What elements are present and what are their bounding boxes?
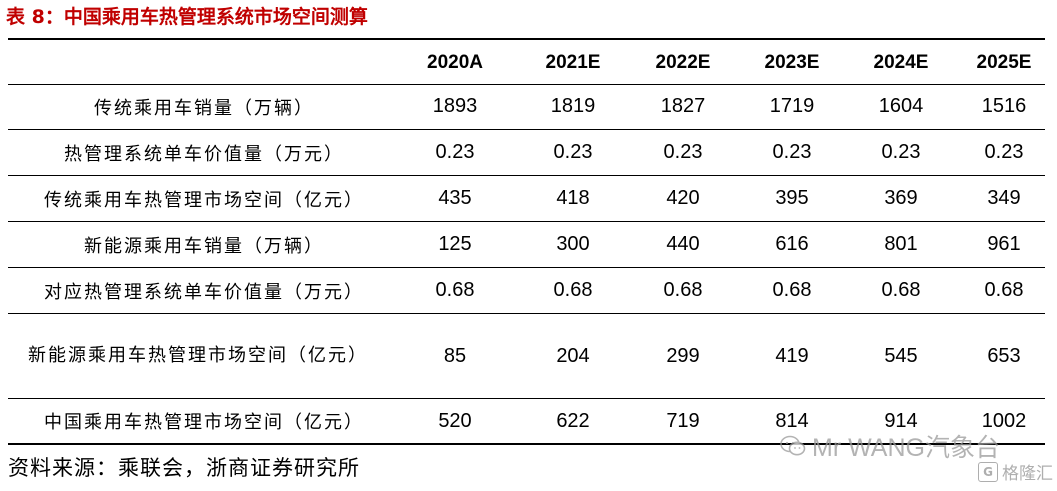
table-cell: 1002 bbox=[981, 409, 1027, 432]
watermark-gelonghui: G 格隆汇 bbox=[978, 459, 1053, 484]
gelonghui-logo-icon: G bbox=[978, 461, 998, 482]
table-cell: 1827 bbox=[660, 95, 706, 117]
watermark: Mr WANG汽象台 bbox=[780, 428, 1000, 464]
source-note: 资料来源：乘联会，浙商证券研究所 bbox=[8, 456, 360, 480]
table-cell: 520 bbox=[438, 409, 472, 432]
table-row: 对应热管理系统单车价值量（万元） 0.68 0.68 0.68 0.68 0.6… bbox=[8, 268, 1045, 313]
table-cell: 300 bbox=[556, 233, 590, 255]
table-row: 中国乘用车热管理市场空间（亿元） 520 622 719 814 914 100… bbox=[8, 399, 1045, 443]
table-cell: 418 bbox=[556, 187, 590, 209]
table-row: 新能源乘用车销量（万辆） 125 300 440 616 801 961 bbox=[8, 222, 1045, 267]
column-header-2025: 2025E bbox=[976, 52, 1032, 73]
table-row: 传统乘用车热管理市场空间（亿元） 435 418 420 395 369 349 bbox=[8, 176, 1045, 221]
table-cell: 125 bbox=[438, 233, 472, 255]
table-cell: 719 bbox=[666, 409, 700, 432]
table-cell: 0.23 bbox=[553, 141, 593, 163]
row-label: 新能源乘用车热管理市场空间（亿元） bbox=[28, 345, 368, 366]
table-cell: 0.68 bbox=[435, 279, 475, 301]
header-rule bbox=[8, 84, 1045, 85]
table-cell: 1819 bbox=[550, 95, 596, 117]
table-row: 热管理系统单车价值量（万元） 0.23 0.23 0.23 0.23 0.23 … bbox=[8, 130, 1045, 175]
table-cell: 0.68 bbox=[663, 279, 703, 301]
wechat-icon bbox=[780, 435, 806, 456]
table-cell: 299 bbox=[666, 344, 700, 367]
row-rule bbox=[8, 313, 1045, 314]
table-cell: 0.68 bbox=[881, 279, 921, 301]
row-label: 新能源乘用车销量（万辆） bbox=[84, 235, 324, 257]
row-label: 对应热管理系统单车价值量（万元） bbox=[44, 281, 364, 303]
table-cell: 435 bbox=[438, 187, 472, 209]
column-header-2023: 2023E bbox=[764, 52, 820, 73]
table-cell: 0.23 bbox=[435, 141, 475, 163]
table-cell: 1604 bbox=[878, 95, 924, 117]
row-rule bbox=[8, 221, 1045, 222]
table-cell: 616 bbox=[775, 233, 809, 255]
table-cell: 0.23 bbox=[881, 141, 921, 163]
table-cell: 545 bbox=[884, 344, 918, 367]
table-cell: 419 bbox=[775, 344, 809, 367]
table-cell: 1516 bbox=[981, 95, 1027, 117]
table-cell: 0.68 bbox=[553, 279, 593, 301]
table-cell: 369 bbox=[884, 187, 918, 209]
table-cell: 0.68 bbox=[772, 279, 812, 301]
row-rule bbox=[8, 398, 1045, 399]
table-cell: 420 bbox=[666, 187, 700, 209]
row-label: 热管理系统单车价值量（万元） bbox=[64, 143, 344, 165]
table-cell: 653 bbox=[987, 344, 1021, 367]
top-rule bbox=[8, 38, 1045, 40]
table-cell: 814 bbox=[775, 409, 809, 432]
row-rule bbox=[8, 267, 1045, 268]
bottom-rule bbox=[8, 443, 1045, 445]
table-cell: 0.23 bbox=[772, 141, 812, 163]
table-cell: 914 bbox=[884, 409, 918, 432]
table-cell: 0.23 bbox=[663, 141, 703, 163]
table-cell: 440 bbox=[666, 233, 700, 255]
table-cell: 204 bbox=[556, 344, 590, 367]
row-rule bbox=[8, 129, 1045, 130]
column-header-2022: 2022E bbox=[655, 52, 711, 73]
watermark-text: Mr WANG汽象台 bbox=[812, 434, 1000, 462]
table-cell: 961 bbox=[987, 233, 1021, 255]
table-cell: 801 bbox=[884, 233, 918, 255]
row-label: 中国乘用车热管理市场空间（亿元） bbox=[44, 412, 364, 433]
table-cell: 395 bbox=[775, 187, 809, 209]
table-cell: 1893 bbox=[432, 95, 478, 117]
table-row: 传统乘用车销量（万辆） 1893 1819 1827 1719 1604 151… bbox=[8, 84, 1045, 129]
row-label: 传统乘用车销量（万辆） bbox=[94, 97, 314, 119]
table-cell: 85 bbox=[443, 344, 467, 367]
table-cell: 622 bbox=[556, 409, 590, 432]
row-rule bbox=[8, 175, 1045, 176]
column-header-2020: 2020A bbox=[427, 52, 483, 73]
table-cell: 0.68 bbox=[984, 279, 1024, 301]
table-cell: 0.23 bbox=[984, 141, 1024, 163]
column-header-2024: 2024E bbox=[873, 52, 929, 73]
row-label: 传统乘用车热管理市场空间（亿元） bbox=[44, 189, 364, 211]
table-cell: 349 bbox=[987, 187, 1021, 209]
watermark2-text: 格隆汇 bbox=[1002, 464, 1053, 484]
column-header-2021: 2021E bbox=[545, 52, 601, 73]
table-row: 新能源乘用车热管理市场空间（亿元） 85 204 299 419 545 653 bbox=[8, 314, 1045, 398]
table-cell: 1719 bbox=[769, 95, 815, 117]
table-title: 表 8：中国乘用车热管理系统市场空间测算 bbox=[6, 6, 368, 28]
